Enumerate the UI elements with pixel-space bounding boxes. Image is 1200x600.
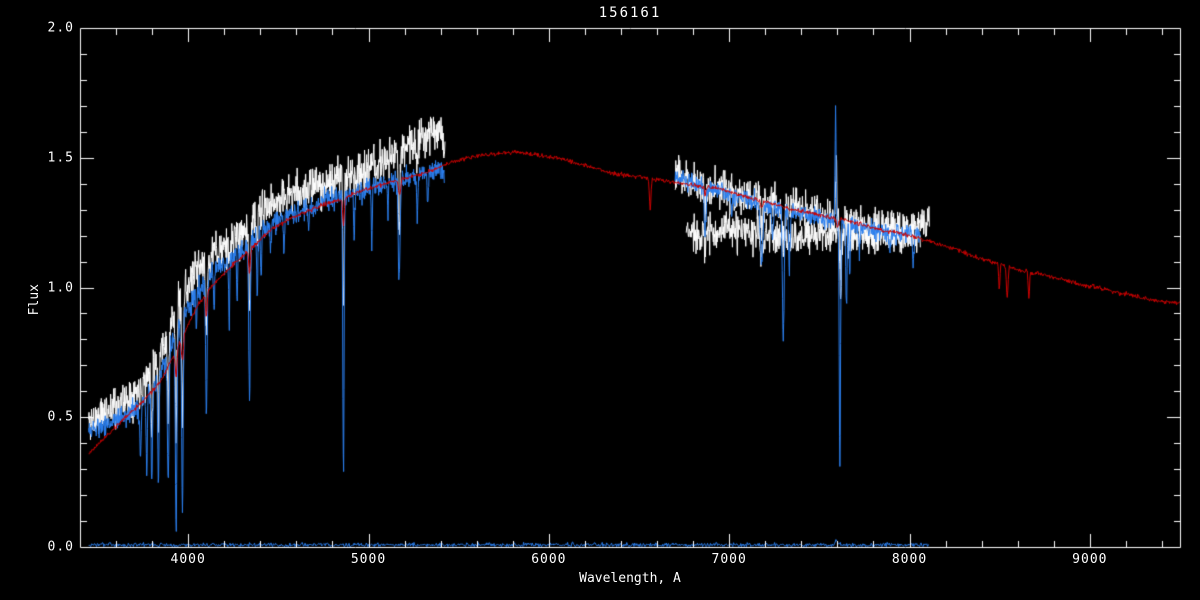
x-tick-label: 4000 <box>170 552 206 567</box>
x-tick-label: 9000 <box>1072 552 1108 567</box>
x-tick-label: 6000 <box>531 552 567 567</box>
plot-title: 156161 <box>598 5 662 21</box>
y-axis-label: Flux <box>26 284 42 316</box>
y-tick-label: 1.0 <box>47 280 74 295</box>
x-tick-label: 8000 <box>891 552 928 567</box>
y-tick-label: 2.0 <box>47 20 74 36</box>
x-tick-label: 5000 <box>350 552 387 567</box>
y-tick-label: 0.0 <box>47 539 74 555</box>
y-tick-label: 1.5 <box>47 150 74 166</box>
x-axis-label: Wavelength, A <box>579 571 681 586</box>
y-axis-label-container: Flux <box>26 0 42 600</box>
x-tick-label: 7000 <box>711 552 747 567</box>
y-tick-label: 0.5 <box>47 409 74 425</box>
